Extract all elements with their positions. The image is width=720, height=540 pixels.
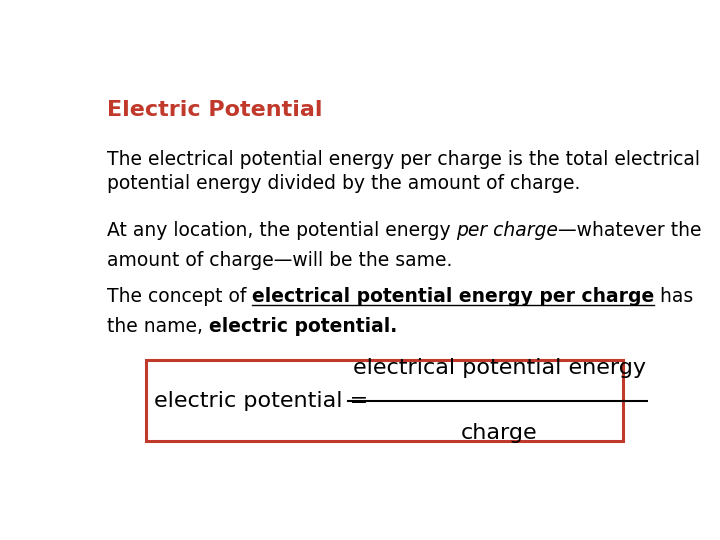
Text: electrical potential energy: electrical potential energy <box>353 357 646 377</box>
Text: has: has <box>654 287 693 306</box>
Text: At any location, the potential energy: At any location, the potential energy <box>107 221 456 240</box>
Text: electrical potential energy per charge: electrical potential energy per charge <box>252 287 654 306</box>
Text: per charge: per charge <box>456 221 558 240</box>
Text: charge: charge <box>461 423 538 443</box>
Text: Electric Potential: Electric Potential <box>107 100 323 120</box>
Text: electric potential.: electric potential. <box>209 317 397 336</box>
Text: amount of charge—will be the same.: amount of charge—will be the same. <box>107 251 452 269</box>
Text: The electrical potential energy per charge is the total electrical
potential ene: The electrical potential energy per char… <box>107 150 700 193</box>
Text: electric potential =: electric potential = <box>154 390 376 410</box>
Text: —whatever the: —whatever the <box>558 221 702 240</box>
FancyBboxPatch shape <box>145 360 623 441</box>
Text: the name,: the name, <box>107 317 209 336</box>
Text: The concept of: The concept of <box>107 287 252 306</box>
